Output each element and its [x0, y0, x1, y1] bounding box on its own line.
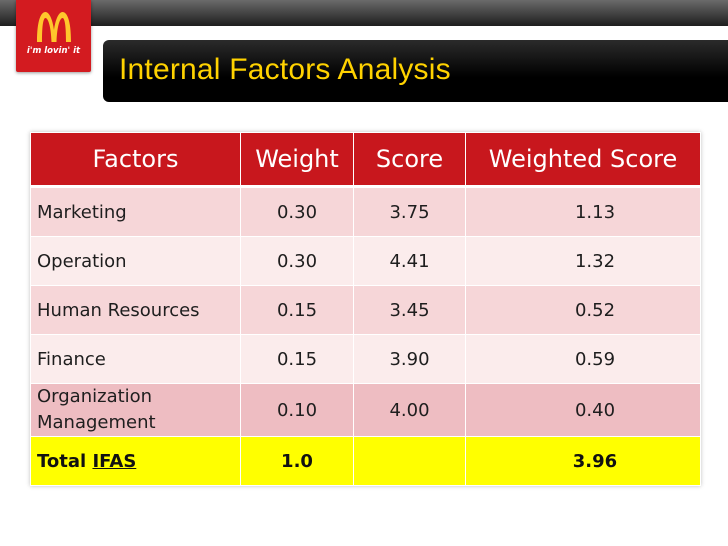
factor-cell: Organization Management [30, 383, 241, 437]
table-row: Marketing 0.30 3.75 1.13 [30, 186, 701, 237]
mcdonalds-logo: i'm lovin' it [16, 0, 91, 72]
score-cell: 4.41 [353, 236, 466, 286]
header-weighted-score: Weighted Score [465, 132, 701, 188]
weight-cell: 0.30 [240, 186, 354, 237]
golden-arches-icon [37, 12, 71, 42]
weighted-score-cell: 0.59 [465, 334, 701, 384]
score-cell: 3.90 [353, 334, 466, 384]
factor-cell: Finance [30, 334, 241, 384]
header-weight: Weight [240, 132, 354, 188]
header-factors: Factors [30, 132, 241, 188]
factor-cell: Marketing [30, 186, 241, 237]
total-score-cell [353, 436, 466, 486]
table-header-row: Factors Weight Score Weighted Score [30, 132, 701, 188]
score-cell: 3.45 [353, 285, 466, 335]
brand-tagline: i'm lovin' it [26, 46, 81, 56]
score-cell: 3.75 [353, 186, 466, 237]
score-cell: 4.00 [353, 383, 466, 437]
total-label-cell: Total IFAS [30, 436, 241, 486]
table-row: Finance 0.15 3.90 0.59 [30, 334, 701, 384]
table-row: Operation 0.30 4.41 1.32 [30, 236, 701, 286]
table-row: Organization Management 0.10 4.00 0.40 [30, 383, 701, 437]
weighted-score-cell: 0.52 [465, 285, 701, 335]
weighted-score-cell: 1.32 [465, 236, 701, 286]
total-weighted-score-cell: 3.96 [465, 436, 701, 486]
total-label: Total [37, 450, 87, 472]
total-label-ifas: IFAS [92, 450, 137, 472]
factor-cell: Human Resources [30, 285, 241, 335]
weight-cell: 0.15 [240, 285, 354, 335]
weight-cell: 0.15 [240, 334, 354, 384]
factor-cell: Operation [30, 236, 241, 286]
header-score: Score [353, 132, 466, 188]
total-row: Total IFAS 1.0 3.96 [30, 436, 701, 486]
weight-cell: 0.10 [240, 383, 354, 437]
top-bar [0, 0, 728, 26]
weighted-score-cell: 1.13 [465, 186, 701, 237]
total-weight-cell: 1.0 [240, 436, 354, 486]
table-row: Human Resources 0.15 3.45 0.52 [30, 285, 701, 335]
weighted-score-cell: 0.40 [465, 383, 701, 437]
title-bar: Internal Factors Analysis [103, 40, 728, 102]
weight-cell: 0.30 [240, 236, 354, 286]
ifas-table: Factors Weight Score Weighted Score Mark… [30, 132, 701, 486]
slide-title: Internal Factors Analysis [119, 53, 451, 86]
